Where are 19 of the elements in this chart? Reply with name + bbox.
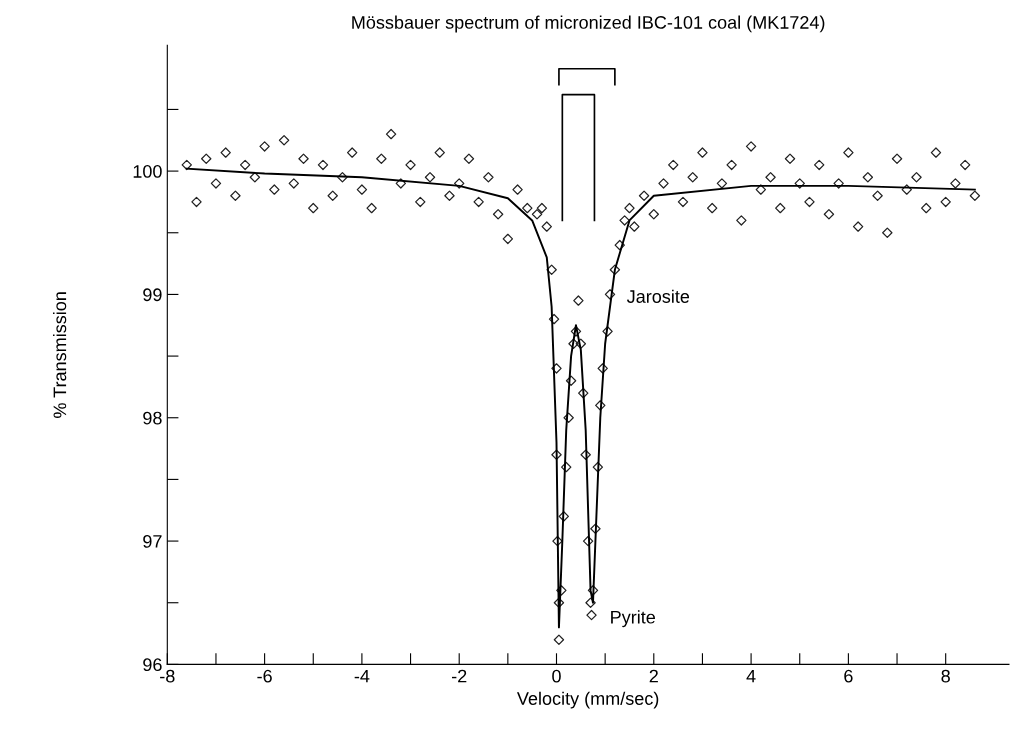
chart-title: Mössbauer spectrum of micronized IBC-101 coal (MK1724) [352,15,825,33]
x-tick-label: 2 [649,669,658,683]
x-tick-label: -2 [451,669,467,683]
x-axis-title: Velocity (mm/sec) [516,691,659,709]
y-tick-label: 100 [133,165,162,178]
x-tick-label: 0 [552,669,561,683]
y-axis-title: % Transmission [53,292,67,418]
y-tick-label: 96 [143,658,162,672]
y-tick-label: 97 [143,535,162,548]
x-tick-label: 4 [746,669,756,683]
x-tick-label: -4 [354,669,370,683]
annotation: Pyrite [611,610,655,628]
y-tick-label: 99 [143,288,162,302]
y-tick-label: 98 [143,411,162,425]
annotation: Jarosite [626,289,690,303]
x-tick-label: 6 [844,669,853,683]
x-tick-label: -6 [257,669,272,683]
x-tick-label: 8 [941,669,950,683]
x-tick-label: -8 [160,669,175,683]
